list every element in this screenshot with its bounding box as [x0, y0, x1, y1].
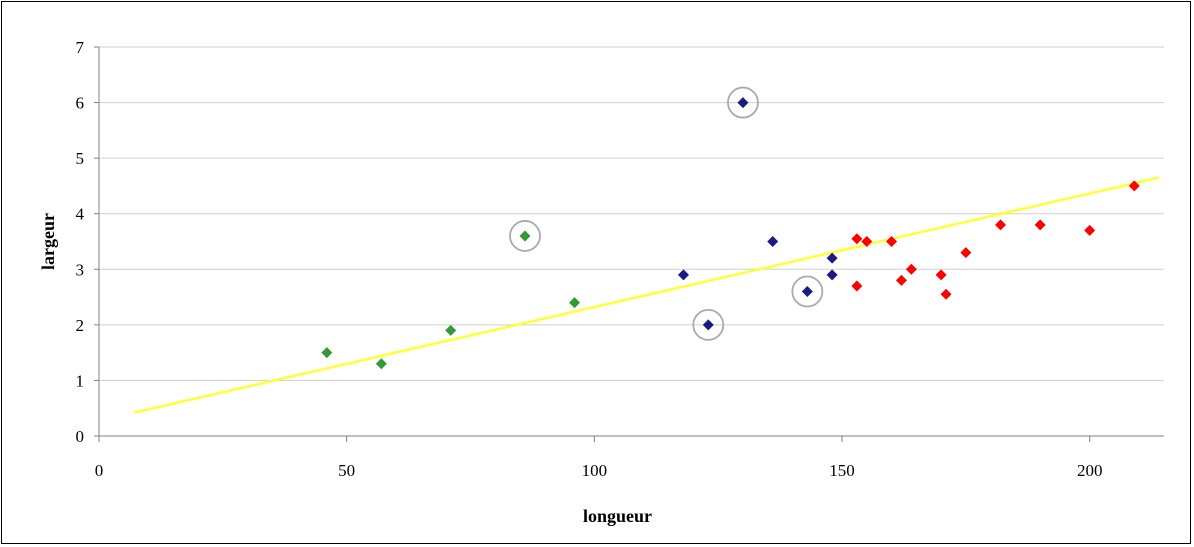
trendline-layer — [133, 176, 1160, 414]
data-points — [321, 97, 1140, 370]
y-tick-label: 6 — [76, 94, 85, 113]
data-point-s0-3 — [519, 230, 531, 242]
data-point-s1-0 — [678, 269, 690, 281]
y-tick-label: 4 — [76, 205, 85, 224]
trendline — [133, 176, 1160, 414]
y-tick-label: 2 — [76, 316, 85, 335]
data-point-s2-0 — [851, 233, 863, 245]
data-point-s2-7 — [940, 288, 952, 300]
y-tick-label: 7 — [76, 38, 85, 57]
data-point-s0-1 — [375, 358, 387, 370]
data-point-s2-2 — [851, 280, 863, 292]
data-point-s0-2 — [445, 324, 457, 336]
axes — [94, 46, 1164, 442]
highlight-circle — [692, 308, 725, 341]
data-point-s1-4 — [801, 286, 813, 298]
data-point-s1-5 — [826, 252, 838, 264]
highlight-circle — [791, 275, 824, 308]
y-tick-label: 5 — [76, 149, 85, 168]
data-point-s1-2 — [737, 97, 749, 109]
data-point-s1-3 — [767, 236, 779, 247]
y-tick-label: 1 — [76, 371, 85, 390]
x-axis-title: longueur — [583, 506, 652, 526]
data-point-s2-8 — [960, 247, 972, 259]
data-point-s2-1 — [861, 236, 873, 247]
y-axis-title: largeur — [38, 213, 58, 270]
data-point-s2-3 — [886, 236, 898, 247]
x-tick-label: 200 — [1077, 461, 1103, 480]
highlight-circle — [727, 86, 759, 119]
data-point-s0-0 — [321, 347, 333, 359]
data-point-s1-1 — [702, 319, 714, 331]
highlight-circles — [509, 86, 824, 341]
x-tick-label: 150 — [829, 461, 855, 480]
data-point-s1-6 — [826, 269, 838, 281]
data-point-s2-10 — [1034, 219, 1046, 231]
data-point-s0-4 — [569, 297, 581, 309]
y-tick-label: 3 — [76, 260, 85, 279]
data-point-s2-6 — [935, 269, 947, 281]
highlight-circle — [509, 220, 541, 252]
data-point-s2-5 — [905, 263, 917, 275]
data-point-s2-11 — [1084, 224, 1096, 236]
x-tick-label: 0 — [95, 461, 104, 480]
data-point-s2-9 — [995, 219, 1007, 231]
data-point-s2-4 — [895, 274, 907, 286]
tick-labels: 0 1 2 3 4 5 6 7 0 50 100 150 200 — [76, 38, 1103, 480]
x-tick-label: 50 — [338, 461, 355, 480]
y-tick-label: 0 — [76, 427, 85, 446]
x-tick-label: 100 — [582, 461, 608, 480]
data-point-s2-12 — [1128, 180, 1140, 192]
